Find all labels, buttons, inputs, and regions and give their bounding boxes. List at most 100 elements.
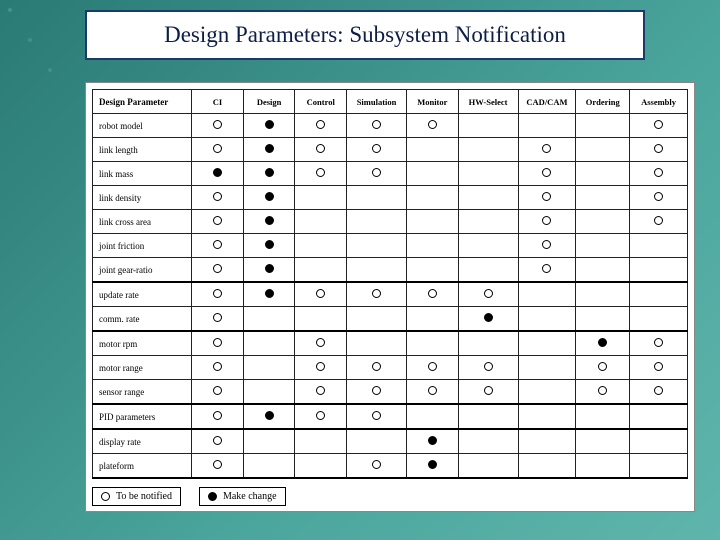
filled-circle-icon <box>208 492 217 501</box>
matrix-cell <box>347 186 407 210</box>
col-header: CAD/CAM <box>518 90 576 114</box>
matrix-cell <box>347 454 407 479</box>
matrix-cell <box>243 162 295 186</box>
matrix-cell <box>576 356 630 380</box>
open-circle-icon <box>316 362 325 371</box>
col-header: Simulation <box>347 90 407 114</box>
open-circle-icon <box>213 386 222 395</box>
matrix-cell <box>295 307 347 332</box>
filled-circle-icon <box>484 313 493 322</box>
matrix-cell <box>243 404 295 429</box>
matrix-cell <box>458 114 518 138</box>
row-label: sensor range <box>93 380 192 405</box>
legend-filled-label: Make change <box>223 491 277 502</box>
matrix-cell <box>295 429 347 454</box>
matrix-cell <box>630 162 688 186</box>
matrix-cell <box>192 186 244 210</box>
matrix-cell <box>406 162 458 186</box>
matrix-cell <box>458 282 518 307</box>
slide-title: Design Parameters: Subsystem Notificatio… <box>164 22 566 47</box>
matrix-cell <box>243 186 295 210</box>
row-label: plateform <box>93 454 192 479</box>
col-header: HW-Select <box>458 90 518 114</box>
open-circle-icon <box>372 289 381 298</box>
open-circle-icon <box>598 386 607 395</box>
matrix-cell <box>406 356 458 380</box>
matrix-cell <box>406 138 458 162</box>
matrix-cell <box>243 429 295 454</box>
open-circle-icon <box>542 168 551 177</box>
matrix-cell <box>295 454 347 479</box>
matrix-cell <box>576 331 630 356</box>
table-row: link cross area <box>93 210 688 234</box>
table-row: motor rpm <box>93 331 688 356</box>
row-label: motor range <box>93 356 192 380</box>
filled-circle-icon <box>265 168 274 177</box>
col-header: Assembly <box>630 90 688 114</box>
open-circle-icon <box>484 386 493 395</box>
matrix-cell <box>295 282 347 307</box>
matrix-cell <box>243 282 295 307</box>
matrix-cell <box>347 429 407 454</box>
row-group: robot modellink lengthlink masslink dens… <box>93 114 688 283</box>
matrix-cell <box>518 404 576 429</box>
filled-circle-icon <box>265 289 274 298</box>
legend-filled: Make change <box>199 487 286 506</box>
matrix-cell <box>630 454 688 479</box>
matrix-cell <box>406 429 458 454</box>
matrix-cell <box>347 114 407 138</box>
open-circle-icon <box>598 362 607 371</box>
open-circle-icon <box>654 362 663 371</box>
table-row: plateform <box>93 454 688 479</box>
matrix-cell <box>243 138 295 162</box>
matrix-cell <box>458 138 518 162</box>
col-header: Ordering <box>576 90 630 114</box>
matrix-cell <box>295 186 347 210</box>
matrix-cell <box>458 307 518 332</box>
open-circle-icon <box>542 264 551 273</box>
matrix-cell <box>295 331 347 356</box>
open-circle-icon <box>213 216 222 225</box>
open-circle-icon <box>316 386 325 395</box>
open-circle-icon <box>654 338 663 347</box>
table-row: joint gear-ratio <box>93 258 688 283</box>
matrix-cell <box>576 258 630 283</box>
col-header: Control <box>295 90 347 114</box>
table-row: PID parameters <box>93 404 688 429</box>
table-row: robot model <box>93 114 688 138</box>
matrix-cell <box>576 429 630 454</box>
matrix-cell <box>295 380 347 405</box>
open-circle-icon <box>428 362 437 371</box>
col-header: Design <box>243 90 295 114</box>
matrix-cell <box>192 380 244 405</box>
row-label: link mass <box>93 162 192 186</box>
open-circle-icon <box>372 168 381 177</box>
row-label: motor rpm <box>93 331 192 356</box>
open-circle-icon <box>372 362 381 371</box>
open-circle-icon <box>372 120 381 129</box>
open-circle-icon <box>372 411 381 420</box>
row-label: display rate <box>93 429 192 454</box>
open-circle-icon <box>213 313 222 322</box>
matrix-cell <box>630 282 688 307</box>
matrix-cell <box>406 210 458 234</box>
open-circle-icon <box>428 120 437 129</box>
open-circle-icon <box>213 289 222 298</box>
matrix-cell <box>630 210 688 234</box>
open-circle-icon <box>213 436 222 445</box>
matrix-cell <box>576 234 630 258</box>
matrix-cell <box>295 114 347 138</box>
matrix-cell <box>192 454 244 479</box>
filled-circle-icon <box>265 120 274 129</box>
matrix-cell <box>406 307 458 332</box>
matrix-cell <box>347 162 407 186</box>
matrix-cell <box>576 307 630 332</box>
matrix-cell <box>576 114 630 138</box>
matrix-cell <box>192 210 244 234</box>
row-label: joint friction <box>93 234 192 258</box>
matrix-cell <box>192 429 244 454</box>
matrix-cell <box>518 114 576 138</box>
matrix-cell <box>295 162 347 186</box>
matrix-cell <box>192 138 244 162</box>
open-circle-icon <box>213 144 222 153</box>
